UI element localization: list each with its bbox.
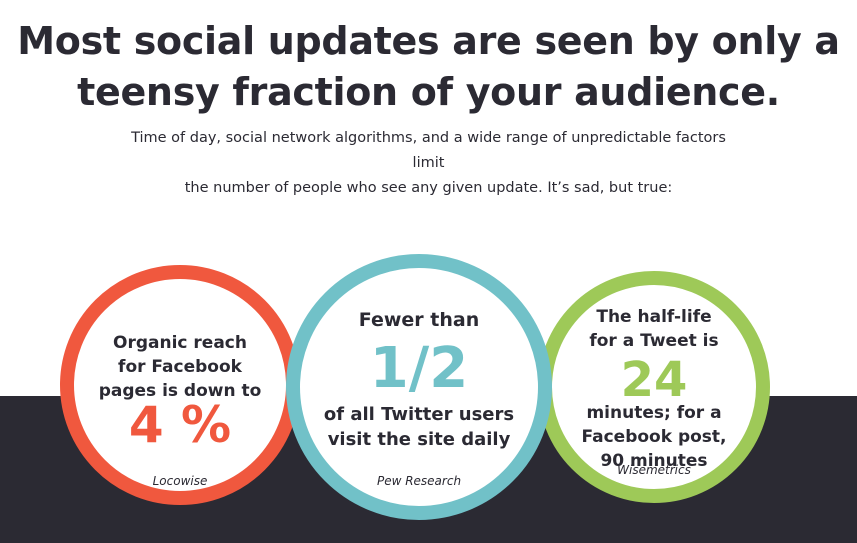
stat-facebook-value: 4 %: [128, 396, 232, 454]
stat-tweet-before: The half-life for a Tweet is: [552, 305, 756, 353]
page-subtitle: Time of day, social network algorithms, …: [120, 126, 737, 201]
stat-tweet-before-line-2: for a Tweet is: [589, 331, 719, 351]
subtitle-line-1: Time of day, social network algorithms, …: [131, 130, 726, 171]
stat-facebook-description: Organic reach for Facebook pages is down…: [74, 331, 286, 403]
stat-twitter-description: of all Twitter users visit the site dail…: [300, 402, 538, 452]
stat-tweet-after-line-2: Facebook post,: [581, 427, 727, 447]
stat-tweet-source: Wisemetrics: [617, 463, 691, 477]
subtitle-line-2: the number of people who see any given u…: [184, 180, 673, 196]
stat-facebook-source: Locowise: [152, 474, 208, 488]
stat-tweet-after-line-1: minutes; for a: [586, 403, 722, 423]
stat-circle-tweet-half-life: The half-life for a Tweet is 24 minutes;…: [538, 271, 770, 503]
headline-line-1: Most social updates are seen by only a: [17, 19, 840, 63]
headline-line-2: teensy fraction of your audience.: [77, 70, 780, 114]
stat-tweet-before-line-1: The half-life: [596, 307, 712, 327]
stat-facebook-line-1: Organic reach: [113, 333, 247, 353]
stat-circle-twitter-users: Fewer than 1/2 of all Twitter users visi…: [286, 254, 552, 520]
page-headline: Most social updates are seen by only a t…: [0, 16, 857, 118]
stat-twitter-value: 1/2: [369, 336, 469, 401]
stat-tweet-value: 24: [620, 352, 688, 408]
stat-tweet-description: minutes; for a Facebook post, 90 minutes: [552, 401, 756, 473]
stat-facebook-line-3: pages is down to: [98, 381, 262, 401]
stat-twitter-before: Fewer than: [358, 309, 480, 331]
stat-circle-facebook-reach: Organic reach for Facebook pages is down…: [60, 265, 300, 505]
stat-twitter-line-2: visit the site daily: [327, 429, 511, 450]
stat-twitter-source: Pew Research: [376, 474, 462, 488]
stat-tweet-after-line-3: 90 minutes: [600, 451, 708, 471]
stat-twitter-line-1: of all Twitter users: [323, 404, 515, 425]
stat-facebook-line-2: for Facebook: [118, 357, 242, 377]
